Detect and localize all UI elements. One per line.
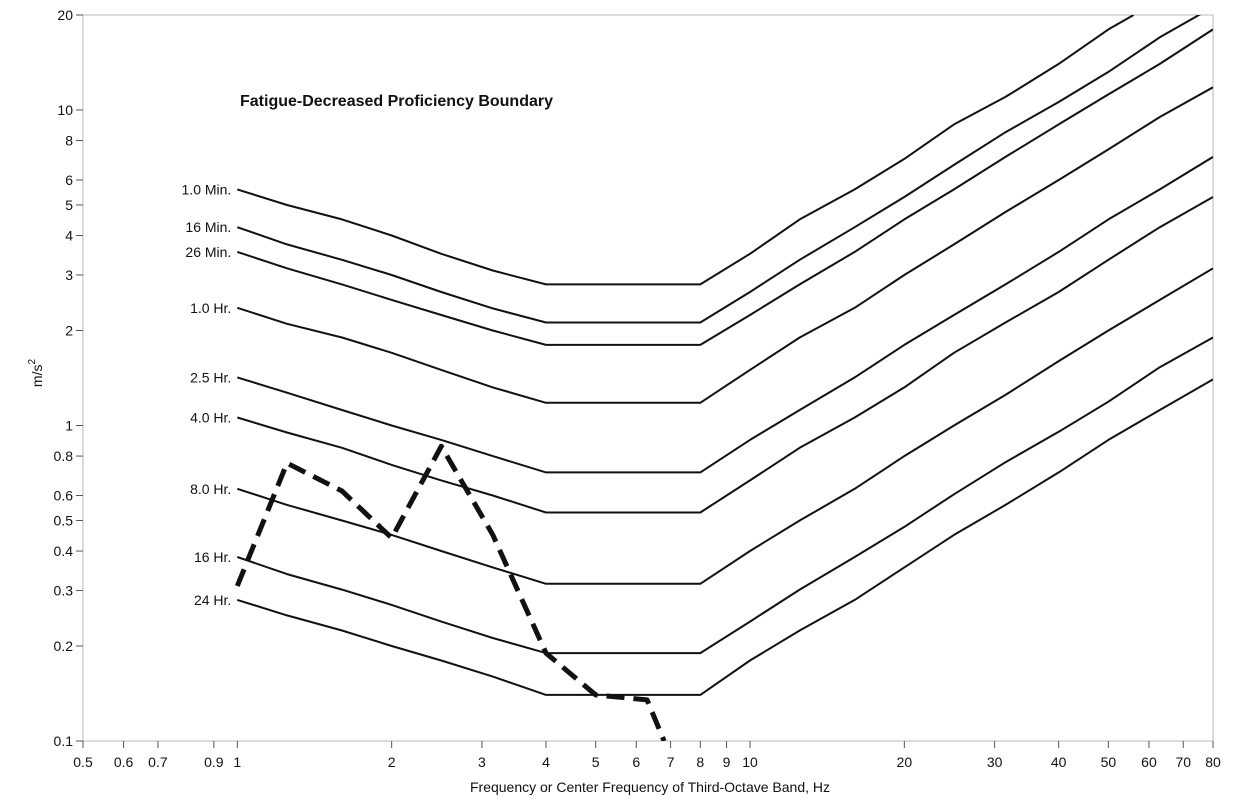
y-tick-label: 0.5	[54, 512, 74, 528]
series-line-1-0-hr	[236, 86, 1213, 404]
series-line-16-min	[236, 15, 1201, 324]
y-axis-title-superscript: 2	[27, 359, 38, 365]
y-tick-label: 5	[65, 197, 73, 213]
x-tick-label: 20	[897, 754, 913, 770]
x-axis-title: Frequency or Center Frequency of Third-O…	[470, 779, 830, 795]
x-tick-label: 70	[1175, 754, 1191, 770]
plot-frame	[82, 14, 1214, 742]
y-tick-label: 3	[65, 267, 73, 283]
x-tick-label: 50	[1101, 754, 1117, 770]
x-tick-label: 1	[233, 754, 241, 770]
curve-label-1-0-hr: 1.0 Hr.	[190, 300, 231, 316]
curve-label-26-min: 26 Min.	[185, 244, 231, 260]
y-tick-label: 20	[57, 7, 73, 23]
series-line-24-hr	[237, 378, 1213, 696]
y-tick-label: 6	[65, 172, 73, 188]
y-axis: 0.1 0.2 0.3 0.4 0.5 0.6 0.8 1 2 3 4 5 6 8 10 20	[54, 7, 83, 749]
x-tick-label: 80	[1205, 754, 1221, 770]
x-tick-label: 2	[388, 754, 396, 770]
curve-label-2-5-hr: 2.5 Hr.	[190, 369, 231, 385]
x-tick-label: 5	[592, 754, 600, 770]
curve-labels: 1.0 Min. 16 Min. 26 Min. 1.0 Hr. 2.5 Hr. 4.0 …	[182, 181, 232, 607]
x-tick-label: 0.6	[114, 754, 134, 770]
x-tick-label: 8	[696, 754, 704, 770]
y-tick-label: 0.8	[54, 448, 74, 464]
y-tick-label: 0.6	[54, 487, 74, 503]
y-tick-label: 2	[65, 323, 73, 339]
x-axis: 0.5 0.6 0.7 0.9 1 2 3 4 5 6 7 8 9 10 20 30 40 50 60 70 80	[73, 741, 1221, 770]
x-tick-label: 30	[987, 754, 1003, 770]
series-line-2-5-hr	[237, 156, 1213, 474]
x-tick-label: 9	[723, 754, 731, 770]
chart-title: Fatigue-Decreased Proficiency Boundary	[240, 93, 553, 110]
x-tick-label: 60	[1141, 754, 1157, 770]
curve-label-24-hr: 24 Hr.	[194, 592, 231, 608]
x-tick-label: 40	[1051, 754, 1067, 770]
curve-label-4-0-hr: 4.0 Hr.	[190, 410, 231, 426]
y-tick-label: 0.3	[54, 582, 74, 598]
y-tick-label: 4	[65, 228, 73, 244]
y-tick-label: 0.4	[54, 543, 74, 559]
x-tick-label: 10	[742, 754, 758, 770]
x-tick-label: 0.7	[148, 754, 168, 770]
x-tick-label: 0.9	[204, 754, 224, 770]
x-tick-label: 7	[667, 754, 675, 770]
series-line-26-min	[236, 28, 1213, 346]
series-line-4-0-hr	[237, 196, 1213, 514]
curve-label-8-0-hr: 8.0 Hr.	[190, 481, 231, 497]
series-line-dashed	[234, 443, 667, 741]
y-tick-label: 0.1	[54, 733, 74, 749]
x-tick-label: 4	[542, 754, 550, 770]
y-tick-label: 1	[65, 417, 73, 433]
y-tick-label: 10	[57, 102, 73, 118]
x-tick-label: 3	[478, 754, 486, 770]
x-tick-label: 0.5	[73, 754, 93, 770]
x-tick-label: 6	[632, 754, 640, 770]
series-lines	[234, 15, 1213, 741]
y-tick-label: 0.2	[54, 638, 74, 654]
y-tick-label: 8	[65, 133, 73, 149]
y-axis-title-unit: m/s	[29, 365, 45, 388]
curve-label-16-min: 16 Min.	[185, 219, 231, 235]
series-line-1-0-min	[237, 15, 1135, 286]
curve-label-16-hr: 16 Hr.	[194, 549, 231, 565]
y-axis-title: m/s2	[27, 359, 45, 388]
curve-label-1-0-min: 1.0 Min.	[182, 181, 232, 197]
series-line-16-hr	[236, 336, 1213, 655]
